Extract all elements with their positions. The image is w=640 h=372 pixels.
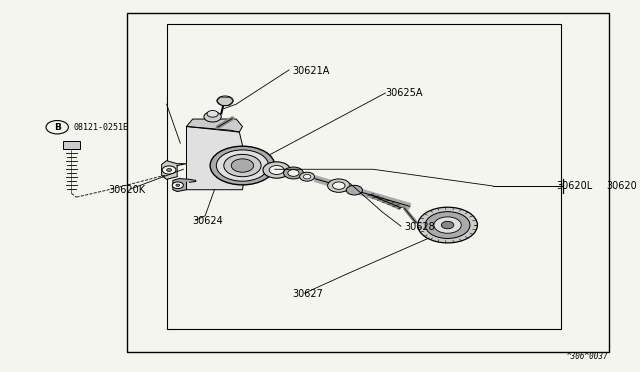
Text: 08121-0251E: 08121-0251E <box>74 123 129 132</box>
Circle shape <box>333 182 345 189</box>
Bar <box>166 24 561 329</box>
Circle shape <box>172 182 184 189</box>
Circle shape <box>217 96 233 106</box>
Polygon shape <box>186 126 246 190</box>
Polygon shape <box>173 179 196 192</box>
Circle shape <box>269 166 284 174</box>
Circle shape <box>210 146 275 185</box>
Text: 30621A: 30621A <box>292 66 330 76</box>
Circle shape <box>425 212 470 238</box>
Text: 30620: 30620 <box>606 181 637 191</box>
Circle shape <box>216 150 269 181</box>
Circle shape <box>46 121 68 134</box>
Circle shape <box>346 185 362 195</box>
Circle shape <box>204 112 221 122</box>
Text: ^306^0037: ^306^0037 <box>566 352 608 361</box>
Circle shape <box>288 170 299 176</box>
Circle shape <box>166 169 172 171</box>
Text: 30627: 30627 <box>292 289 323 299</box>
Circle shape <box>303 174 311 179</box>
Text: 30625A: 30625A <box>385 88 423 98</box>
Circle shape <box>284 167 303 179</box>
Text: 30620K: 30620K <box>109 185 146 195</box>
Bar <box>63 141 80 149</box>
Circle shape <box>163 166 176 174</box>
Circle shape <box>442 221 454 229</box>
Circle shape <box>176 184 180 186</box>
Circle shape <box>263 162 291 178</box>
Text: 30624: 30624 <box>193 217 223 226</box>
Circle shape <box>300 172 314 181</box>
Circle shape <box>231 159 253 172</box>
Circle shape <box>418 207 477 243</box>
Polygon shape <box>162 161 186 179</box>
Circle shape <box>224 154 261 177</box>
Text: 30628: 30628 <box>404 222 435 232</box>
Circle shape <box>328 179 350 192</box>
Circle shape <box>207 110 218 117</box>
Bar <box>127 13 609 352</box>
Text: 30620L: 30620L <box>556 181 593 191</box>
Polygon shape <box>186 119 243 132</box>
Text: B: B <box>54 123 61 132</box>
Circle shape <box>434 217 461 233</box>
